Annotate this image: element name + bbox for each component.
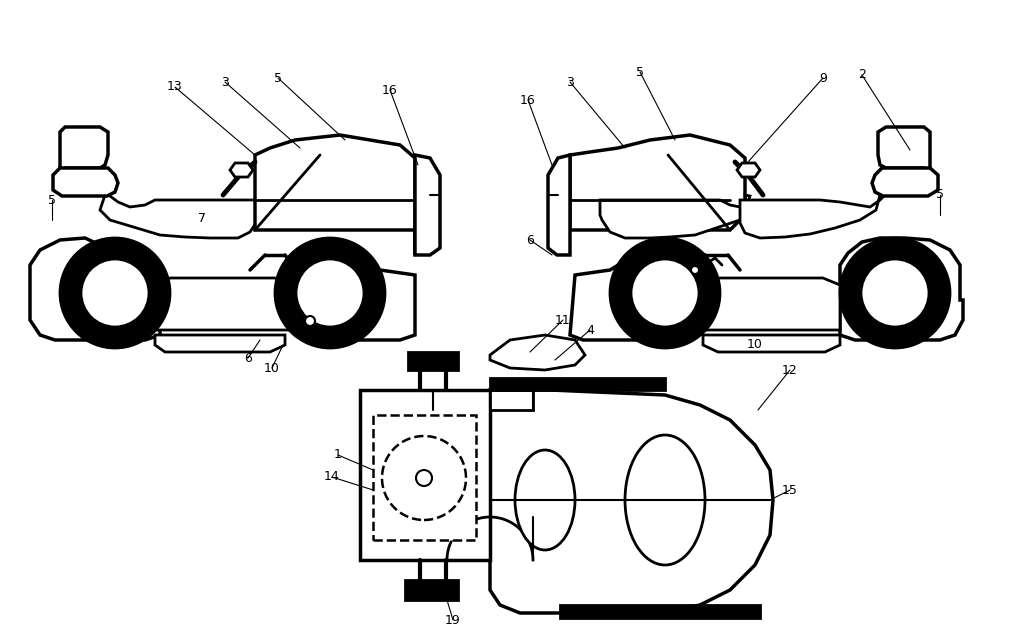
Polygon shape [490, 390, 773, 613]
Polygon shape [415, 155, 440, 255]
Polygon shape [548, 155, 570, 255]
Polygon shape [490, 390, 534, 410]
Circle shape [416, 470, 432, 486]
Text: 1: 1 [334, 449, 342, 461]
Text: 2: 2 [858, 69, 866, 81]
Polygon shape [408, 352, 458, 370]
Text: 10: 10 [264, 362, 280, 375]
Text: 10: 10 [748, 338, 763, 351]
Text: 3: 3 [221, 76, 229, 88]
Text: 5: 5 [936, 189, 944, 201]
Circle shape [691, 266, 699, 274]
Text: 16: 16 [520, 93, 536, 107]
Polygon shape [703, 335, 840, 352]
Circle shape [631, 259, 699, 327]
Circle shape [382, 436, 466, 520]
Polygon shape [737, 163, 760, 177]
Polygon shape [60, 127, 108, 175]
Polygon shape [30, 238, 160, 340]
Polygon shape [570, 255, 703, 340]
Circle shape [861, 259, 929, 327]
Text: 16: 16 [382, 83, 398, 97]
Polygon shape [840, 238, 963, 340]
Polygon shape [878, 127, 930, 175]
Text: 5: 5 [48, 194, 56, 206]
Polygon shape [100, 195, 260, 238]
Polygon shape [490, 378, 665, 390]
Circle shape [81, 259, 150, 327]
Polygon shape [155, 335, 285, 352]
Polygon shape [560, 605, 760, 618]
Text: 14: 14 [325, 471, 340, 483]
Text: 6: 6 [244, 351, 252, 365]
Polygon shape [406, 580, 458, 600]
Text: 5: 5 [274, 71, 282, 85]
Text: 15: 15 [782, 483, 798, 497]
Circle shape [840, 238, 950, 348]
Text: 7: 7 [198, 211, 206, 225]
Polygon shape [155, 278, 290, 330]
Polygon shape [740, 195, 885, 238]
Polygon shape [360, 390, 490, 560]
Polygon shape [570, 135, 745, 230]
Bar [373, 415, 476, 540]
Text: 11: 11 [555, 314, 570, 326]
Text: 12: 12 [782, 363, 798, 377]
Circle shape [60, 238, 170, 348]
Polygon shape [255, 135, 415, 255]
Ellipse shape [625, 435, 705, 565]
Circle shape [296, 259, 364, 327]
Polygon shape [230, 163, 253, 177]
Ellipse shape [515, 450, 575, 550]
Polygon shape [490, 335, 585, 370]
Polygon shape [600, 195, 750, 238]
Text: 4: 4 [586, 324, 594, 336]
Circle shape [610, 238, 720, 348]
Polygon shape [53, 168, 118, 196]
Circle shape [275, 238, 385, 348]
Text: 6: 6 [526, 233, 534, 247]
Polygon shape [703, 278, 840, 330]
Text: 9: 9 [819, 71, 827, 85]
Text: 5: 5 [636, 66, 644, 78]
Text: 3: 3 [566, 76, 573, 88]
Polygon shape [872, 168, 938, 196]
Polygon shape [285, 255, 415, 340]
Text: 13: 13 [167, 81, 183, 93]
Text: 19: 19 [445, 613, 461, 627]
Circle shape [305, 316, 315, 326]
